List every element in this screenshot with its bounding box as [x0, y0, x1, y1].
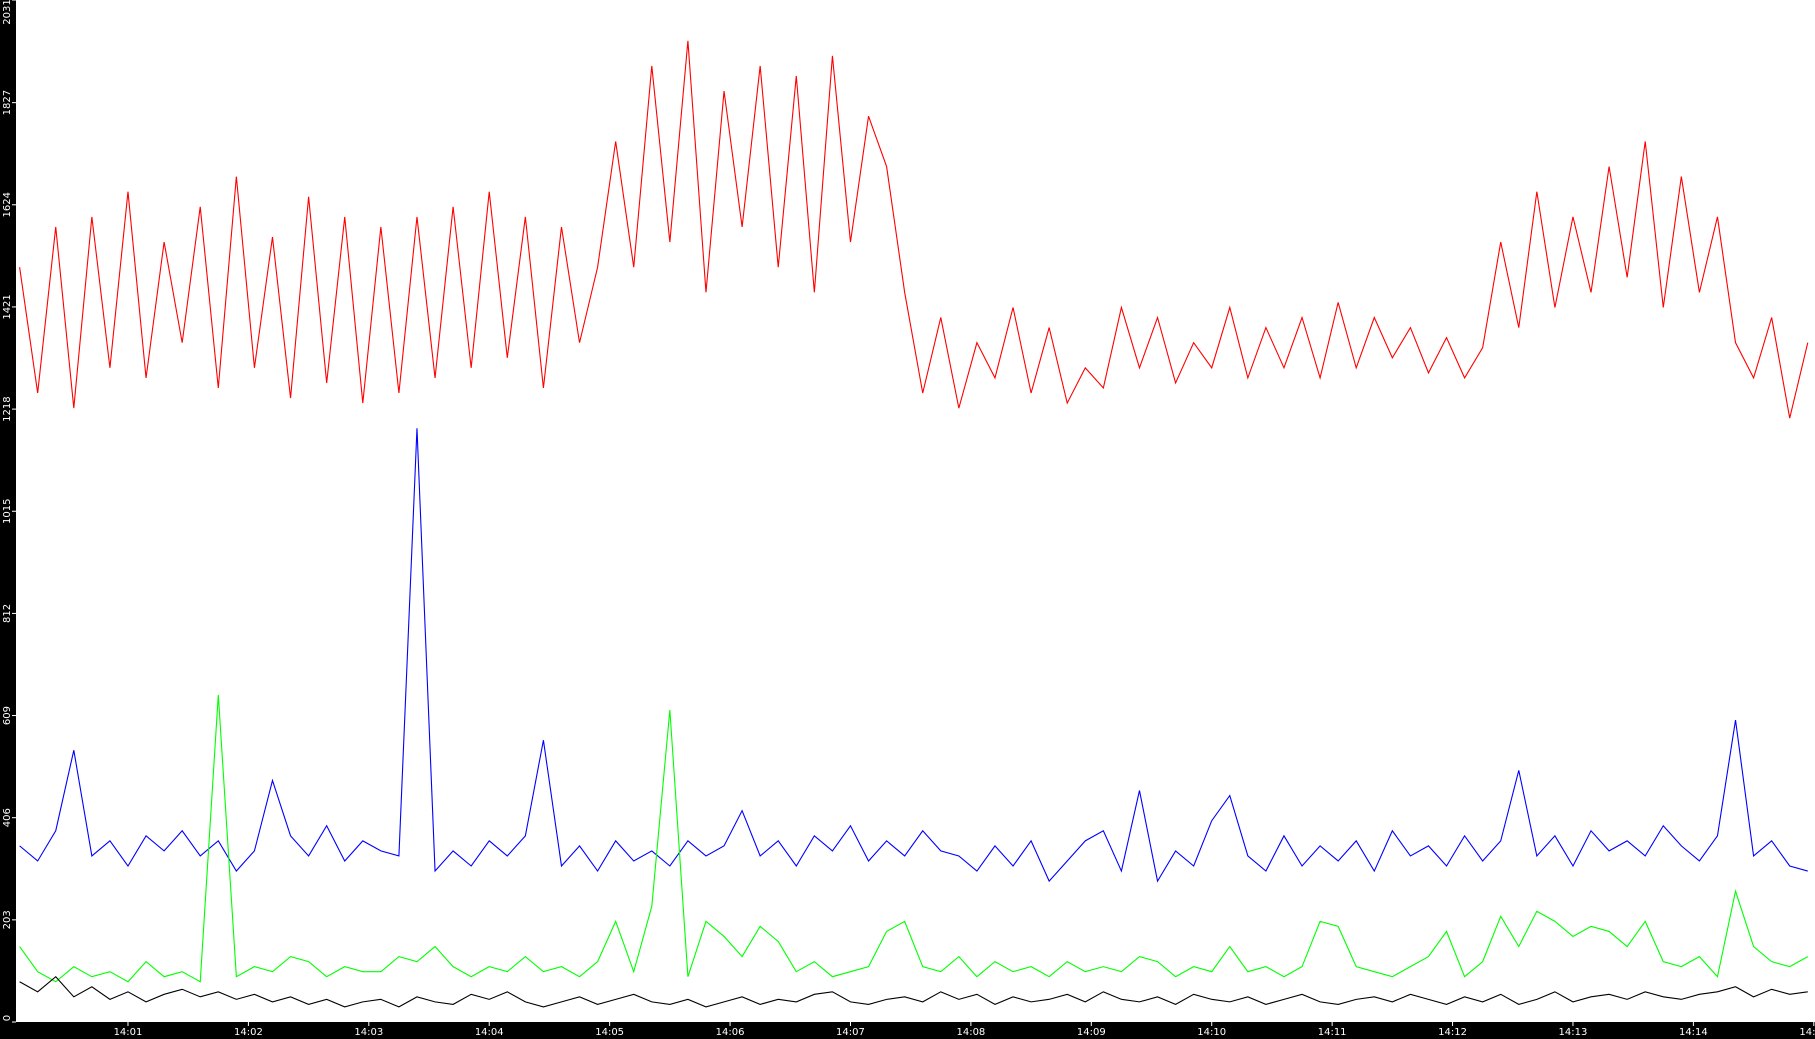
- y-tick-label: 1015: [2, 499, 13, 524]
- x-tick-label: 14:10: [1197, 1027, 1226, 1038]
- x-tick-label: 14:13: [1559, 1027, 1588, 1038]
- x-tick-label: 14:01: [114, 1027, 143, 1038]
- series-line: [19, 40, 1809, 419]
- x-tick-label: 14:07: [836, 1027, 865, 1038]
- x-tick-label: 14:03: [354, 1027, 383, 1038]
- x-tick-label: 14:02: [234, 1027, 263, 1038]
- x-axis-strip: [0, 1022, 1815, 1039]
- x-tick-label: 14:12: [1438, 1027, 1467, 1038]
- y-tick-label: 1827: [2, 90, 13, 115]
- x-tick-label: 14:06: [716, 1027, 745, 1038]
- y-tick-label: 1421: [2, 294, 13, 319]
- y-tick-label: 406: [2, 808, 13, 827]
- x-tick-label: 14:15: [1799, 1027, 1815, 1038]
- x-tick-label: 14:05: [595, 1027, 624, 1038]
- x-tick-label: 14:09: [1077, 1027, 1106, 1038]
- y-tick-label: 203: [2, 910, 13, 929]
- x-tick-label: 14:04: [475, 1027, 504, 1038]
- x-tick-label: 14:11: [1318, 1027, 1347, 1038]
- y-tick-label: 0: [2, 1015, 13, 1021]
- y-tick-label: 2031: [2, 0, 13, 25]
- series-line: [19, 428, 1808, 883]
- y-tick-label: 812: [2, 604, 13, 623]
- x-tick-label: 14:08: [956, 1027, 985, 1038]
- y-tick-label: 1218: [2, 396, 13, 421]
- series-line: [19, 694, 1809, 983]
- x-tick-label: 14:14: [1679, 1027, 1708, 1038]
- y-axis-strip: [0, 0, 16, 1039]
- y-tick-label: 609: [2, 706, 13, 725]
- series-line: [19, 975, 1808, 1008]
- y-tick-label: 1624: [2, 192, 13, 217]
